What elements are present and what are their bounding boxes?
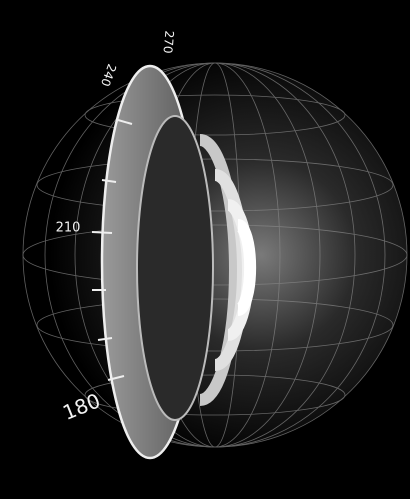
tick [107,375,125,381]
tick [91,231,113,234]
parallel [36,298,394,352]
tick [97,337,113,341]
tick [117,119,133,125]
inner-ring [136,115,214,421]
dial-ticks [91,119,133,381]
dial-label: 210 [56,221,81,236]
inner-arcs [199,134,257,406]
arc [236,219,257,316]
dial-label: 270 [161,30,177,54]
arc [199,134,241,406]
parallel [22,224,408,286]
parallel [84,94,346,136]
tick [101,179,117,183]
